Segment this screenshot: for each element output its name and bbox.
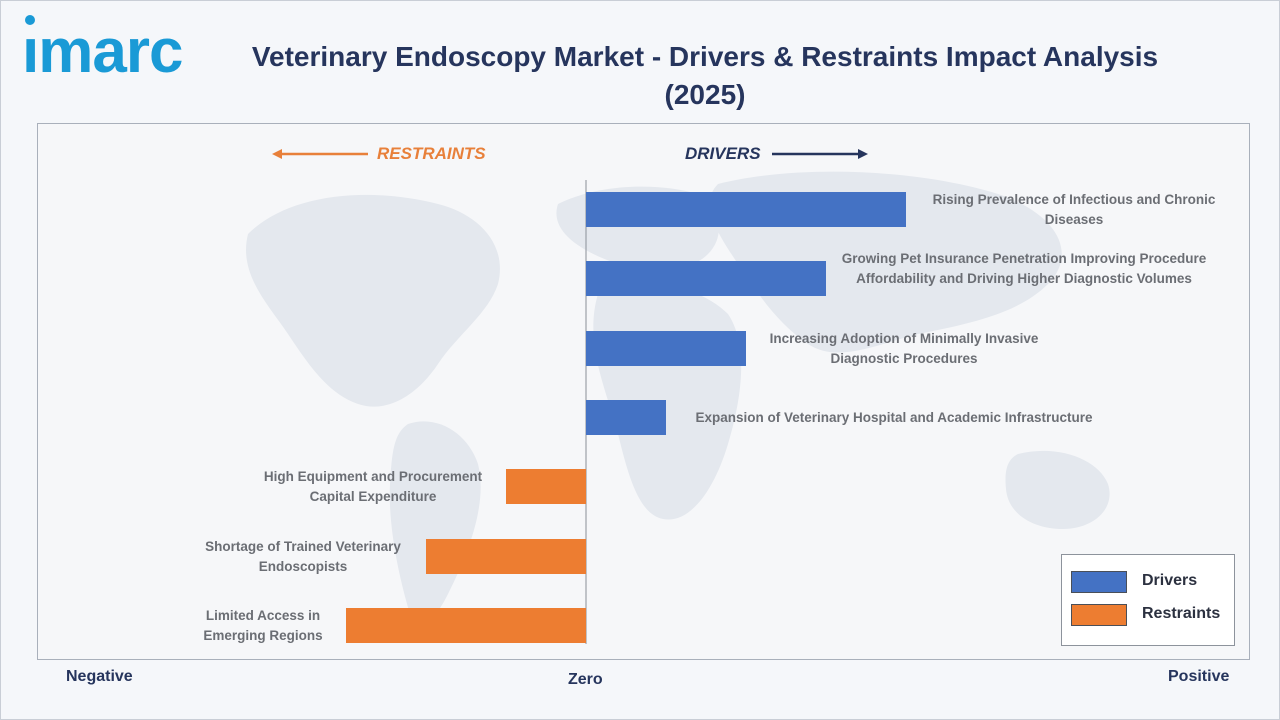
bar-drivers-4 bbox=[586, 400, 666, 435]
chart-title: Veterinary Endoscopy Market - Drivers & … bbox=[251, 41, 1159, 110]
legend-swatch-drivers bbox=[1071, 571, 1127, 593]
bar-drivers-2 bbox=[586, 261, 826, 296]
plot-area: RESTRAINTS DRIVERS Rising Prevalence of … bbox=[37, 123, 1250, 660]
bar-drivers-1 bbox=[586, 192, 906, 227]
svg-text:ımarc: ımarc bbox=[22, 17, 182, 84]
restraints-arrow bbox=[272, 149, 368, 159]
bar-restraints-6 bbox=[426, 539, 586, 574]
bar-label-3: Increasing Adoption of Minimally Invasiv… bbox=[769, 331, 1039, 366]
drivers-header: DRIVERS bbox=[685, 144, 761, 163]
bars-layer bbox=[346, 180, 906, 644]
axis-positive-label: Positive bbox=[1168, 668, 1230, 685]
legend-label-drivers: Drivers bbox=[1142, 572, 1198, 589]
bar-label-5: High Equipment and Procurement Capital E… bbox=[263, 469, 483, 504]
drivers-arrow bbox=[772, 149, 868, 159]
restraints-header: RESTRAINTS bbox=[377, 144, 486, 163]
bar-label-2: Growing Pet Insurance Penetration Improv… bbox=[841, 251, 1207, 286]
bar-label-6: Shortage of Trained Veterinary Endoscopi… bbox=[205, 539, 401, 574]
bar-label-7: Limited Access in Emerging Regions bbox=[203, 608, 323, 643]
bar-restraints-7 bbox=[346, 608, 586, 643]
bar-drivers-3 bbox=[586, 331, 746, 366]
bar-restraints-5 bbox=[506, 469, 586, 504]
axis-zero-label: Zero bbox=[568, 671, 603, 688]
bar-label-1: Rising Prevalence of Infectious and Chro… bbox=[932, 192, 1216, 227]
axis-negative-label: Negative bbox=[66, 668, 133, 685]
imarc-logo: ımarc bbox=[22, 15, 183, 84]
bar-label-4: Expansion of Veterinary Hospital and Aca… bbox=[695, 410, 1093, 425]
legend-swatch-restraints bbox=[1071, 604, 1127, 626]
legend: Drivers Restraints bbox=[1061, 554, 1235, 646]
legend-label-restraints: Restraints bbox=[1142, 605, 1221, 622]
